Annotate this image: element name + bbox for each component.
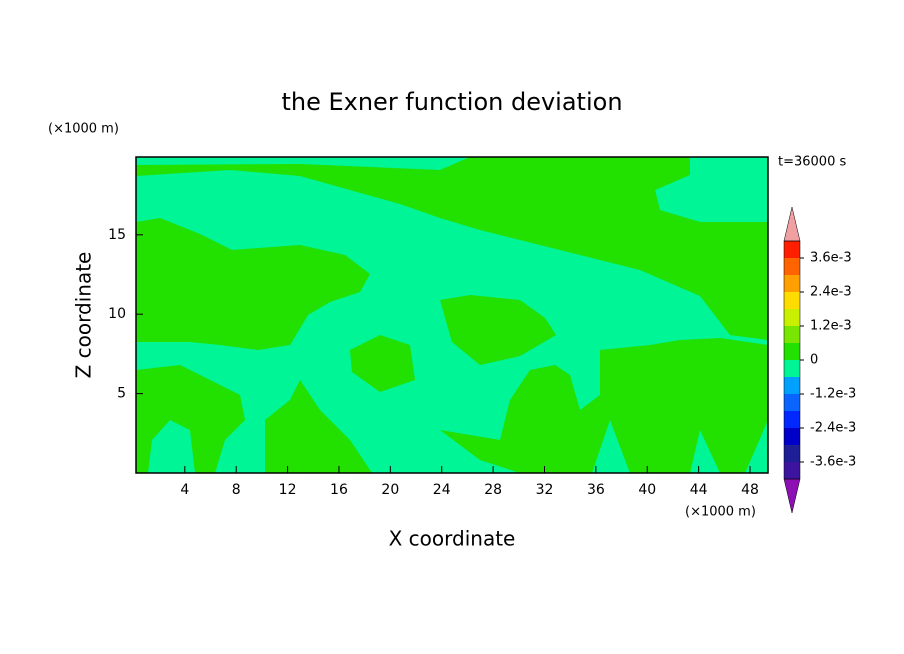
colorbar-extend-high xyxy=(783,206,801,242)
y-tick-label: 5 xyxy=(117,386,126,402)
plot-frame xyxy=(135,156,769,474)
colorbar-box xyxy=(784,377,800,394)
contour-region xyxy=(136,157,768,340)
chart-title: the Exner function deviation xyxy=(281,88,622,116)
colorbar-box xyxy=(784,275,800,292)
colorbar-tick-label: 2.4e-3 xyxy=(810,285,852,300)
y-tick-label: 15 xyxy=(108,227,126,243)
colorbar-box xyxy=(784,292,800,309)
colorbar-box xyxy=(784,258,800,275)
x-tick-label: 32 xyxy=(536,482,554,498)
colorbar-tick-label: -3.6e-3 xyxy=(810,455,856,470)
contour-field xyxy=(136,157,768,473)
colorbar-box xyxy=(784,360,800,377)
colorbar-box xyxy=(784,411,800,428)
contour-region xyxy=(350,335,415,392)
x-unit: (×1000 m) xyxy=(685,505,756,520)
x-axis-title: X coordinate xyxy=(389,527,516,551)
contour-region xyxy=(136,365,245,473)
x-tick-label: 12 xyxy=(279,482,297,498)
contour-region xyxy=(136,218,370,350)
time-label: t=36000 s xyxy=(778,155,846,170)
x-tick-label: 4 xyxy=(180,482,189,498)
colorbar-box xyxy=(784,445,800,462)
colorbar-box xyxy=(784,241,800,258)
colorbar-box xyxy=(784,309,800,326)
x-tick-label: 16 xyxy=(330,482,348,498)
colorbar-tick-label: 1.2e-3 xyxy=(810,319,852,334)
x-tick-label: 8 xyxy=(232,482,241,498)
colorbar-box xyxy=(784,462,800,479)
x-tick-label: 24 xyxy=(433,482,451,498)
colorbar-tick-label: -2.4e-3 xyxy=(810,421,856,436)
colorbar-box xyxy=(784,428,800,445)
x-tick-label: 44 xyxy=(690,482,708,498)
contour-region xyxy=(440,295,556,365)
y-unit: (×1000 m) xyxy=(48,122,119,137)
y-tick-label: 10 xyxy=(108,306,126,322)
colorbar-tick-label: -1.2e-3 xyxy=(810,387,856,402)
colorbar-extend-low xyxy=(783,478,801,514)
colorbar-box xyxy=(784,326,800,343)
colorbar-tick-label: 3.6e-3 xyxy=(810,251,852,266)
contour-region xyxy=(440,338,768,473)
x-tick-label: 36 xyxy=(587,482,605,498)
colorbar-tick-label: 0 xyxy=(810,353,818,368)
x-tick-label: 20 xyxy=(381,482,399,498)
contour-region xyxy=(265,380,372,473)
x-tick-label: 48 xyxy=(741,482,759,498)
y-axis-title: Z coordinate xyxy=(72,252,96,379)
colorbar-box xyxy=(784,343,800,360)
x-tick-label: 40 xyxy=(638,482,656,498)
colorbar-box xyxy=(784,394,800,411)
x-tick-label: 28 xyxy=(484,482,502,498)
